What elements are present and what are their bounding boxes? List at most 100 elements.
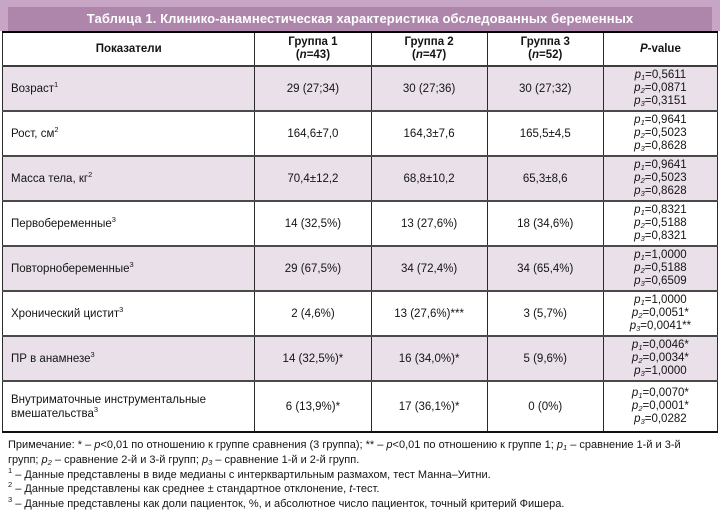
italic-p: p: [629, 320, 637, 332]
value-cell: 30 (27;32): [486, 65, 604, 112]
table-row: ПР в анамнезе3 14 (32,5%)* 16 (34,0%)* 5 (9…: [1, 335, 719, 382]
italic-text: p: [94, 439, 101, 451]
p-subscript: 1: [638, 391, 643, 400]
p-value-line: p2=0,5188: [634, 217, 687, 230]
italic-p: p: [631, 387, 639, 399]
footnote-line: Примечание: * – p<0,01 по отношению к гр…: [8, 439, 681, 467]
footnote-line: 2 – Данные представлены как среднее ± ст…: [8, 480, 380, 496]
p-value-line: p2=0,5023: [634, 172, 687, 185]
indicator-cell: Хронический цистит3: [1, 290, 256, 337]
p-value-line: p2=0,0034*: [631, 352, 689, 365]
italic-p: p: [634, 204, 641, 216]
p-value-cell: p1=0,0046* p2=0,0034* p3=1,0000: [602, 335, 719, 382]
value-cell: 3 (5,7%): [486, 290, 604, 337]
p-value-cell: p1=0,5611 p2=0,0871 p3=0,3151: [602, 65, 719, 112]
indicator-cell: Возраст1: [1, 65, 256, 112]
footnote-marker: 3: [90, 349, 95, 359]
superscript: 2: [8, 480, 13, 490]
column-header-group3: Группа 3 (n=52): [486, 31, 604, 67]
table-row: Хронический цистит3 2 (4,6%) 13 (27,6%)***…: [1, 290, 719, 337]
p-value-line: p3=0,0041**: [629, 320, 692, 333]
value-cell: 164,6±7,0: [254, 110, 372, 157]
italic-p: p: [634, 159, 641, 171]
indicator-cell: Внутриматочные инструментальные вмешател…: [1, 380, 256, 433]
value-cell: 70,4±12,2: [254, 155, 372, 202]
clinical-table: Показатели Группа 1 (n=43) Группа 2 (n=47)…: [1, 31, 719, 433]
p-value-cell: p1=0,8321 p2=0,5188 p3=0,8321: [602, 200, 719, 247]
value-cell: 29 (67,5%): [254, 245, 372, 292]
p-subscript: 3: [640, 189, 645, 198]
table-row: Первобеременные3 14 (32,5%) 13 (27,6%) 18 (…: [1, 200, 719, 247]
value-cell: 6 (13,9%)*: [254, 380, 372, 433]
italic-p: p: [634, 82, 641, 94]
p-subscript: 3: [640, 369, 645, 378]
p-value-line: p1=0,9641: [634, 114, 687, 127]
italic-n: n: [531, 49, 539, 61]
indicator-cell: Первобеременные3: [1, 200, 256, 247]
p-value-line: p3=0,3151: [634, 95, 687, 108]
p-subscript: 1: [640, 163, 645, 172]
p-subscript: 3: [640, 279, 645, 288]
value-cell: 13 (27,6%): [370, 200, 488, 247]
footnote-marker: 3: [111, 214, 116, 224]
value-cell: 164,3±7,6: [370, 110, 488, 157]
footnote-line: 1 – Данные представлены в виде медианы с…: [8, 465, 491, 481]
value-cell: 165,5±4,5: [486, 110, 604, 157]
indicator-cell: Повторнобеременные3: [1, 245, 256, 292]
p-subscript: 2: [640, 131, 645, 140]
p-subscript: 2: [638, 404, 643, 413]
italic-p: p: [634, 140, 641, 152]
footnote-marker: 2: [54, 124, 59, 134]
value-cell: 13 (27,6%)***: [370, 290, 488, 337]
table-row: Внутриматочные инструментальные вмешател…: [1, 380, 719, 433]
group-name: Группа 3: [520, 35, 570, 48]
italic-p: p: [634, 127, 641, 139]
italic-p: p: [634, 294, 641, 306]
p-value-line: p3=0,0282: [634, 413, 687, 426]
italic-p: p: [634, 275, 641, 287]
superscript: 3: [8, 495, 13, 505]
column-header-indicator: Показатели: [1, 31, 256, 67]
italic-text: p: [556, 439, 563, 451]
footnotes: Примечание: * – p<0,01 по отношению к гр…: [0, 433, 720, 512]
value-cell: 17 (36,1%)*: [370, 380, 488, 433]
value-cell: 34 (65,4%): [486, 245, 604, 292]
p-subscript: 3: [640, 99, 645, 108]
value-cell: 34 (72,4%): [370, 245, 488, 292]
p-value-line: p2=0,0001*: [631, 400, 689, 413]
p-subscript: 1: [640, 253, 645, 262]
pvalue-header-italic: P: [639, 42, 648, 55]
p-subscript: 1: [638, 343, 643, 352]
italic-text: p: [201, 453, 209, 466]
italic-text: p: [386, 439, 393, 451]
italic-p: p: [634, 262, 641, 274]
table-title-band: Таблица 1. Клинико-анамнестическая харак…: [0, 0, 720, 31]
p-value-line: p3=1,0000: [634, 365, 687, 378]
value-cell: 30 (27;36): [370, 65, 488, 112]
italic-p: p: [634, 249, 641, 261]
column-header-group1: Группа 1 (n=43): [254, 31, 372, 67]
group-name: Группа 2: [404, 35, 454, 48]
italic-n: n: [299, 49, 307, 61]
p-value-line: p3=0,8321: [634, 230, 687, 243]
italic-p: p: [631, 352, 639, 364]
p-subscript: 3: [640, 234, 645, 243]
pvalue-header-rest: -value: [647, 42, 681, 55]
italic-p: p: [634, 365, 641, 377]
p-value-cell: p1=1,0000 p2=0,5188 p3=0,6509: [602, 245, 719, 292]
value-cell: 2 (4,6%): [254, 290, 372, 337]
p-value-cell: p1=1,0000 p2=0,0051* p3=0,0041**: [602, 290, 719, 337]
italic-p: p: [634, 172, 641, 184]
p-value-cell: p1=0,9641 p2=0,5023 p3=0,8628: [602, 110, 719, 157]
p-subscript: 2: [640, 176, 645, 185]
p-subscript: 1: [640, 118, 645, 127]
p-subscript: 2: [638, 356, 643, 365]
p-value-line: p2=0,0051*: [631, 307, 689, 320]
table-head: Показатели Группа 1 (n=43) Группа 2 (n=47)…: [1, 31, 719, 67]
indicator-cell: Масса тела, кг2: [1, 155, 256, 202]
value-cell: 5 (9,6%): [486, 335, 604, 382]
p-subscript: 1: [640, 208, 645, 217]
p-value-line: p1=1,0000: [634, 294, 687, 307]
header-row: Показатели Группа 1 (n=43) Группа 2 (n=47)…: [1, 31, 719, 67]
value-cell: 14 (32,5%)*: [254, 335, 372, 382]
